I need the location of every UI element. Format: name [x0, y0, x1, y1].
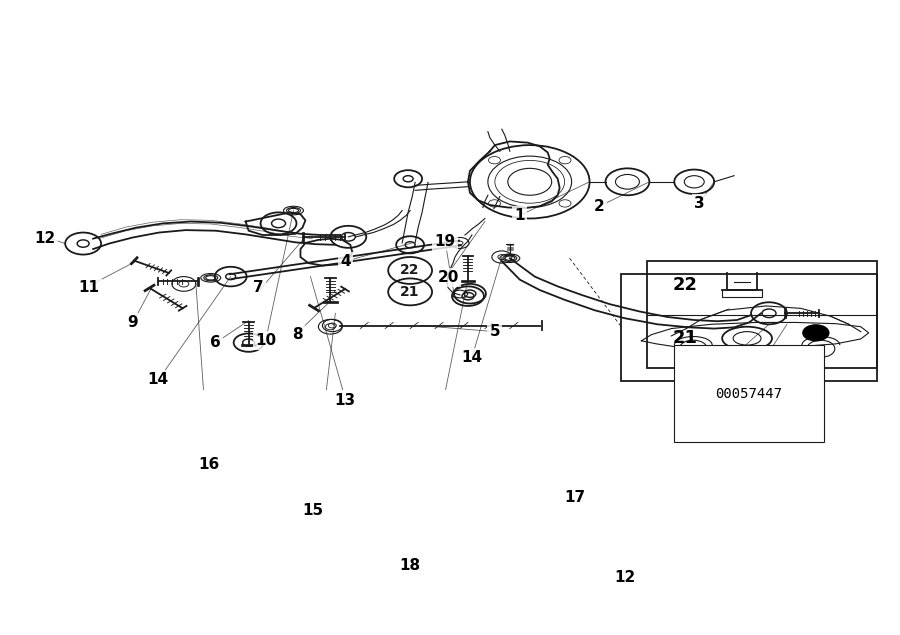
Text: 00057447: 00057447: [716, 387, 783, 401]
Text: 10: 10: [255, 333, 276, 348]
Text: 2: 2: [594, 199, 605, 214]
Text: 8: 8: [292, 327, 302, 342]
Text: 4: 4: [340, 254, 351, 269]
Text: 13: 13: [335, 393, 356, 408]
Text: 15: 15: [302, 503, 323, 518]
Text: 6: 6: [211, 335, 221, 350]
Text: 9: 9: [128, 315, 139, 330]
Text: 20: 20: [437, 271, 459, 285]
Text: 14: 14: [462, 350, 482, 365]
Text: 14: 14: [148, 372, 168, 387]
Circle shape: [803, 325, 829, 341]
Text: 21: 21: [672, 330, 698, 347]
Text: 7: 7: [253, 280, 264, 295]
Text: 1: 1: [515, 208, 525, 223]
Text: 11: 11: [78, 280, 100, 295]
Text: 12: 12: [34, 231, 56, 246]
Text: 12: 12: [614, 570, 635, 585]
Text: 19: 19: [435, 234, 455, 249]
Text: 22: 22: [400, 264, 420, 277]
Text: 22: 22: [672, 276, 698, 294]
Bar: [647, 261, 877, 368]
Text: 17: 17: [564, 490, 585, 505]
Text: 21: 21: [400, 285, 420, 299]
Text: 16: 16: [198, 457, 220, 472]
Bar: [622, 274, 877, 380]
Text: 18: 18: [400, 558, 420, 573]
Text: 3: 3: [694, 196, 705, 211]
Text: 5: 5: [490, 324, 500, 339]
